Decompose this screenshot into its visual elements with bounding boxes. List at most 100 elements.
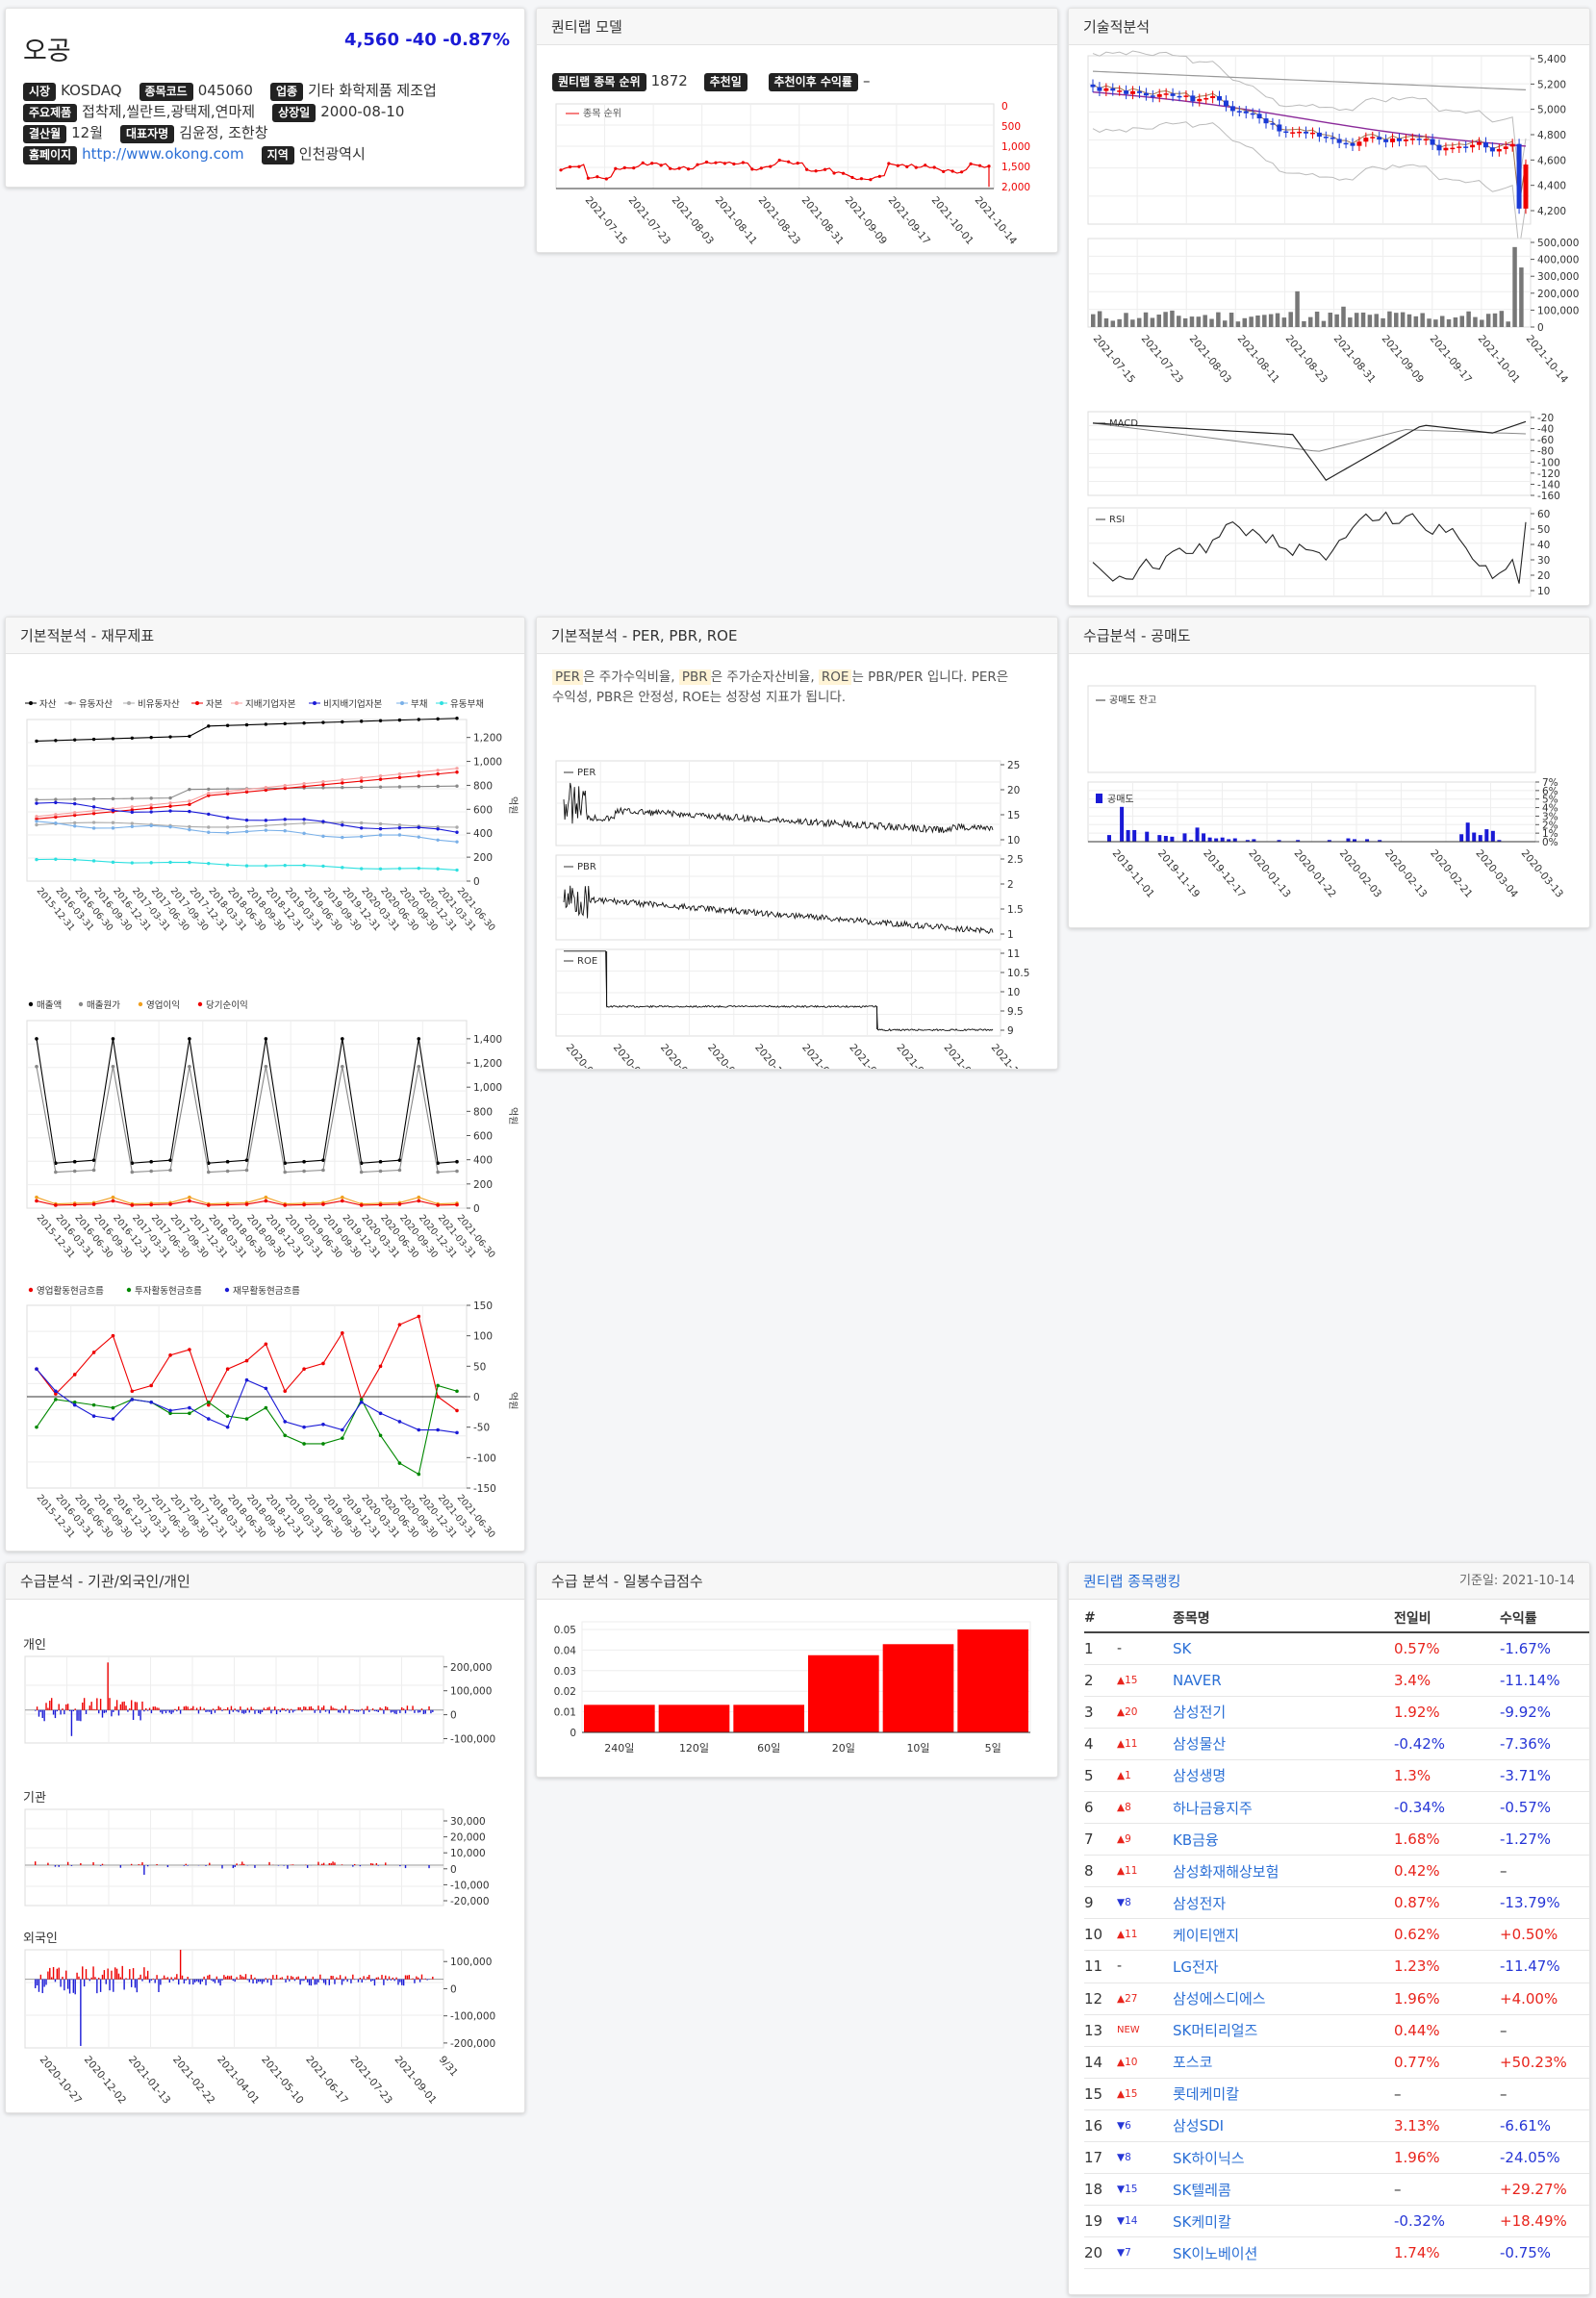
- balance-point: [283, 721, 287, 726]
- y-tick-label: 1,000: [473, 1082, 502, 1094]
- rec-date-tag: 추천일: [703, 73, 747, 91]
- col-rank: #: [1084, 1604, 1117, 1633]
- financing-cashflow-line-point: [225, 1425, 230, 1429]
- balance-point: [207, 825, 211, 829]
- flow-bar: [339, 1975, 342, 1980]
- balance-point: [264, 788, 268, 793]
- legend-dot: [235, 701, 239, 705]
- rank-movement: -: [1117, 1950, 1173, 1983]
- stock-name-link[interactable]: NAVER: [1173, 1664, 1394, 1697]
- net-income-line-point: [264, 1199, 268, 1203]
- stock-name-link[interactable]: 케이티앤지: [1173, 1918, 1394, 1952]
- balance-point: [417, 866, 420, 871]
- stock-name-link[interactable]: 삼성물산: [1173, 1728, 1394, 1760]
- balance-point: [130, 736, 135, 740]
- flow-bar: [80, 1862, 82, 1865]
- flow-bar: [287, 1865, 289, 1869]
- balance-point: [359, 826, 364, 830]
- flow-bar: [92, 1966, 94, 1980]
- return-rate: -0.57%: [1500, 1791, 1589, 1825]
- flow-bar: [430, 1709, 432, 1714]
- stock-name-link[interactable]: SK케미칼: [1173, 2205, 1394, 2238]
- flow-bar: [375, 1862, 378, 1865]
- flow-bar: [70, 1709, 73, 1736]
- ranking-row: 4 ▲11 삼성물산 -0.42% -7.36%: [1084, 1728, 1589, 1760]
- rank-number: 7: [1084, 1823, 1117, 1856]
- candle-body: [1477, 141, 1482, 145]
- flow-bar: [256, 1979, 258, 1984]
- stock-name-link[interactable]: SK이노베이션: [1173, 2236, 1394, 2270]
- panel-title: 외국인: [23, 1932, 58, 1946]
- flow-bar: [162, 1709, 164, 1714]
- unit-label: 억원: [507, 1392, 519, 1409]
- flow-bar: [397, 1979, 399, 1985]
- stock-name-link[interactable]: SK텔레콤: [1173, 2173, 1394, 2207]
- card-title: 기본적분석 - PER, PBR, ROE: [537, 618, 1057, 654]
- stock-name-link[interactable]: LG전자: [1173, 1950, 1394, 1983]
- stock-name-link[interactable]: SK: [1173, 1632, 1394, 1665]
- financing-cashflow-line-point: [359, 1400, 364, 1404]
- rank-point: [604, 177, 608, 181]
- flow-bar: [363, 1709, 365, 1714]
- return-rate: +0.50%: [1500, 1918, 1589, 1952]
- stock-name-link[interactable]: 삼성생명: [1173, 1759, 1394, 1792]
- stock-name-link[interactable]: 삼성전기: [1173, 1696, 1394, 1729]
- legend-dot: [197, 1001, 203, 1007]
- flow-bar: [361, 1979, 363, 1983]
- flow-bar: [156, 1863, 158, 1865]
- balance-point: [321, 786, 325, 790]
- flow-bar: [226, 1707, 229, 1710]
- flow-bar: [236, 1709, 238, 1712]
- stock-name-link[interactable]: 삼성화재해상보험: [1173, 1855, 1394, 1888]
- balance-point: [397, 772, 402, 776]
- balance-point: [341, 823, 344, 827]
- balance-point: [35, 857, 38, 862]
- flow-bar: [219, 1707, 221, 1710]
- flow-bar: [350, 1709, 352, 1710]
- candle-body: [1343, 142, 1349, 145]
- legend-label: 영업이익: [146, 999, 180, 1011]
- flow-bar: [277, 1708, 280, 1710]
- volume-bar: [1110, 320, 1116, 327]
- rsi-tick-label: 60: [1537, 509, 1550, 520]
- volume-bar: [1117, 318, 1122, 327]
- ranking-title[interactable]: 퀀티랩 종목랭킹: [1083, 1573, 1181, 1590]
- balance-point: [302, 721, 306, 725]
- financing-cashflow-line-point: [149, 1400, 153, 1404]
- flow-bar: [289, 1709, 291, 1713]
- balance-point: [283, 863, 287, 868]
- panel-title: 기관: [23, 1791, 46, 1806]
- cost-line-point: [378, 1169, 383, 1174]
- stock-name-link[interactable]: SK하이닉스: [1173, 2141, 1394, 2175]
- rank-point: [769, 164, 773, 168]
- stock-name-link[interactable]: 롯데케미칼: [1173, 2078, 1394, 2110]
- flow-bar: [150, 1709, 153, 1714]
- x-tick-label: 2020-02-13: [1382, 847, 1429, 899]
- balance-point: [397, 867, 402, 871]
- flow-bar: [416, 1976, 418, 1980]
- stock-name-link[interactable]: 포스코: [1173, 2046, 1394, 2079]
- stock-name-link[interactable]: 삼성전자: [1173, 1886, 1394, 1920]
- short-ratio-bar: [1365, 839, 1370, 842]
- stock-name-link[interactable]: KB금융: [1173, 1823, 1394, 1856]
- rank-movement: ▲20: [1117, 1696, 1173, 1729]
- flow-bar: [402, 1979, 405, 1986]
- stock-name-link[interactable]: SK머티리얼즈: [1173, 2014, 1394, 2047]
- candle-body: [1390, 138, 1396, 142]
- flow-bar: [287, 1708, 289, 1710]
- flow-bar: [183, 1706, 186, 1710]
- balance-point: [130, 861, 135, 865]
- net-income-line-point: [397, 1202, 402, 1206]
- stock-name-link[interactable]: 삼성에스디에스: [1173, 1982, 1394, 2015]
- rsi-legend: RSI: [1109, 515, 1125, 525]
- cost-line-point: [149, 1169, 153, 1174]
- stock-name-link[interactable]: 하나금융지주: [1173, 1791, 1394, 1825]
- price-tick-label: 4,600: [1537, 155, 1566, 166]
- flow-bar: [82, 1703, 84, 1710]
- homepage-link[interactable]: http://www.okong.com: [82, 145, 244, 163]
- card-title: 수급 분석 - 일봉수급점수: [537, 1563, 1057, 1600]
- bollinger-upper: [1092, 50, 1527, 183]
- volume-bar: [1381, 317, 1385, 327]
- stock-name-link[interactable]: 삼성SDI: [1173, 2109, 1394, 2143]
- operating-cashflow-line-point: [206, 1402, 211, 1407]
